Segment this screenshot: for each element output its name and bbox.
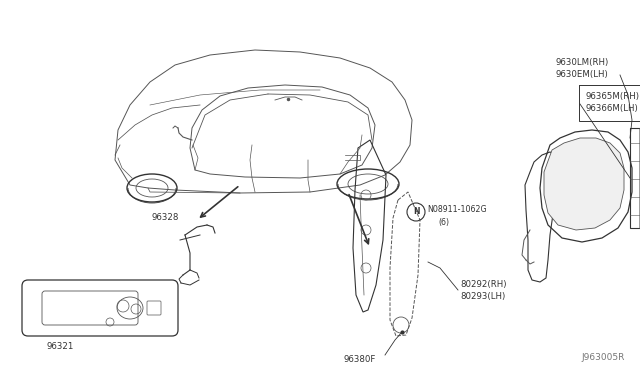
Text: N: N bbox=[413, 208, 419, 217]
Text: 96366M(LH): 96366M(LH) bbox=[585, 103, 637, 112]
Text: 80292(RH): 80292(RH) bbox=[460, 280, 506, 289]
Text: 96321: 96321 bbox=[46, 342, 74, 351]
Polygon shape bbox=[544, 138, 624, 230]
Text: 9630LM(RH): 9630LM(RH) bbox=[556, 58, 609, 67]
Text: 80293(LH): 80293(LH) bbox=[460, 292, 505, 301]
Text: N08911-1062G: N08911-1062G bbox=[427, 205, 486, 215]
Text: 96328: 96328 bbox=[151, 213, 179, 222]
Text: 9630EM(LH): 9630EM(LH) bbox=[556, 70, 609, 78]
Text: (6): (6) bbox=[438, 218, 449, 227]
Text: 96380F: 96380F bbox=[344, 355, 376, 364]
Text: 96365M(RH): 96365M(RH) bbox=[585, 92, 639, 100]
Text: J963005R: J963005R bbox=[582, 353, 625, 362]
